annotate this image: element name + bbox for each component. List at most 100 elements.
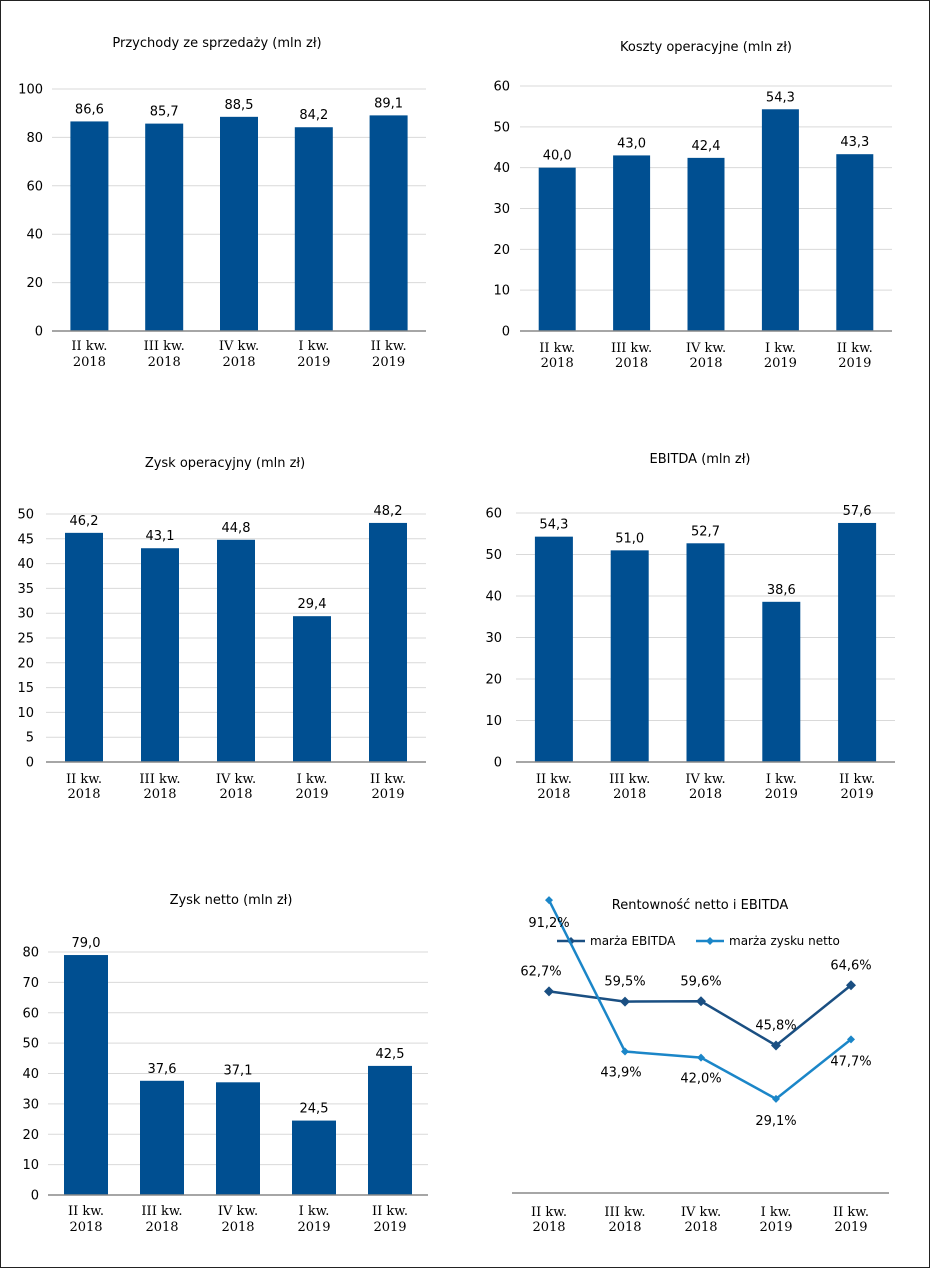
- y-tick-label: 30: [17, 607, 34, 622]
- x-tick-label: I kw.: [766, 772, 797, 787]
- y-tick-label: 10: [22, 1158, 39, 1173]
- data-label: 44,8: [222, 521, 251, 536]
- bar: [64, 955, 108, 1195]
- bar: [610, 550, 649, 762]
- y-tick-label: 30: [493, 202, 510, 217]
- bar: [145, 123, 184, 331]
- x-tick-label: II kw.: [833, 1205, 869, 1220]
- y-tick-label: 50: [493, 120, 510, 135]
- y-tick-label: 0: [502, 325, 510, 340]
- x-tick-label: 2019: [841, 787, 874, 802]
- data-label: 43,9%: [600, 1066, 641, 1081]
- data-label: 29,4: [298, 597, 327, 612]
- x-tick-label: II kw.: [71, 339, 107, 354]
- bar: [220, 116, 258, 331]
- y-tick-label: 15: [17, 681, 34, 696]
- y-tick-label: 70: [22, 976, 39, 991]
- point-marker: [620, 996, 630, 1007]
- bar: [293, 616, 331, 762]
- point-marker: [772, 1094, 780, 1103]
- data-label: 84,2: [299, 108, 328, 123]
- legend-label: marża zysku netto: [729, 934, 840, 948]
- y-tick-label: 35: [17, 582, 34, 597]
- data-label: 45,8%: [755, 1018, 796, 1033]
- data-label: 64,6%: [830, 958, 871, 973]
- x-tick-label: 2018: [689, 787, 722, 802]
- x-tick-label: II kw.: [837, 341, 873, 356]
- x-tick-label: 2018: [69, 1220, 102, 1235]
- data-label: 51,0: [615, 531, 644, 546]
- data-label: 38,6: [767, 583, 796, 598]
- x-tick-label: IV kw.: [219, 339, 259, 354]
- y-tick-label: 80: [26, 131, 43, 146]
- y-tick-label: 60: [493, 80, 510, 95]
- bar-chart-3: Zysk operacyjny (mln zł) 0 5 10 15 20 25 30 35 40…: [17, 456, 426, 802]
- data-label: 91,2%: [528, 916, 569, 931]
- bar: [534, 536, 573, 762]
- bar-chart-1: Przychody ze sprzedaży (mln zł) 0 20 40 60 80…: [18, 36, 426, 370]
- point-marker: [545, 896, 553, 905]
- data-label: 42,4: [692, 139, 721, 154]
- bar: [216, 1082, 260, 1195]
- point-marker: [621, 1047, 629, 1056]
- data-label: 42,5: [376, 1047, 405, 1062]
- y-tick-label: 30: [485, 631, 502, 646]
- data-label: 47,7%: [830, 1054, 871, 1069]
- data-label: 62,7%: [520, 964, 561, 979]
- y-tick-label: 0: [26, 756, 34, 771]
- x-tick-label: III kw.: [604, 1205, 645, 1220]
- bar: [687, 157, 725, 331]
- bar: [762, 601, 801, 762]
- data-label: 57,6: [843, 504, 872, 519]
- x-tick-label: II kw.: [370, 772, 406, 787]
- x-tick-label: 2018: [541, 356, 574, 371]
- y-tick-label: 30: [22, 1097, 39, 1112]
- y-tick-label: 40: [493, 161, 510, 176]
- data-label: 85,7: [150, 105, 179, 120]
- bar: [686, 543, 725, 762]
- x-tick-label: IV kw.: [685, 772, 725, 787]
- data-label: 37,6: [148, 1062, 177, 1077]
- x-tick-label: 2018: [67, 787, 100, 802]
- data-label: 46,2: [70, 514, 99, 529]
- x-tick-label: III kw.: [609, 772, 650, 787]
- data-label: 43,3: [840, 135, 869, 150]
- bar: [369, 115, 408, 332]
- chart-title: Przychody ze sprzedaży (mln zł): [112, 36, 321, 51]
- x-tick-label: I kw.: [761, 1205, 792, 1220]
- x-tick-label: IV kw.: [681, 1205, 721, 1220]
- x-tick-label: II kw.: [371, 339, 407, 354]
- data-label: 43,1: [146, 529, 175, 544]
- y-tick-label: 40: [485, 590, 502, 605]
- x-tick-label: I kw.: [297, 772, 328, 787]
- bar-chart-2: Koszty operacyjne (mln zł) 0 10 20 30 40 50 60 4…: [493, 40, 892, 371]
- x-tick-label: III kw.: [141, 1204, 182, 1219]
- x-tick-label: II kw.: [539, 341, 575, 356]
- x-tick-label: 2018: [73, 355, 106, 370]
- bar: [613, 155, 651, 331]
- x-tick-label: 2018: [613, 787, 646, 802]
- x-tick-label: 2019: [372, 355, 405, 370]
- data-label: 43,0: [617, 136, 646, 151]
- y-tick-label: 20: [493, 243, 510, 258]
- bar: [538, 167, 576, 331]
- x-tick-label: 2018: [537, 787, 570, 802]
- x-tick-label: 2018: [148, 355, 181, 370]
- x-tick-label: 2019: [297, 1220, 330, 1235]
- data-label: 40,0: [543, 149, 572, 164]
- chart-title: Zysk netto (mln zł): [170, 893, 293, 908]
- data-label: 54,3: [539, 518, 568, 533]
- x-tick-label: 2019: [765, 787, 798, 802]
- y-tick-label: 20: [22, 1128, 39, 1143]
- y-tick-label: 60: [22, 1006, 39, 1021]
- y-tick-label: 50: [485, 548, 502, 563]
- y-tick-label: 25: [17, 632, 34, 647]
- x-tick-label: IV kw.: [686, 341, 726, 356]
- x-tick-label: III kw.: [144, 339, 185, 354]
- point-marker: [846, 980, 856, 991]
- y-tick-label: 40: [22, 1067, 39, 1082]
- x-tick-label: 2019: [834, 1220, 867, 1235]
- x-tick-label: 2018: [684, 1220, 717, 1235]
- x-tick-label: I kw.: [298, 339, 329, 354]
